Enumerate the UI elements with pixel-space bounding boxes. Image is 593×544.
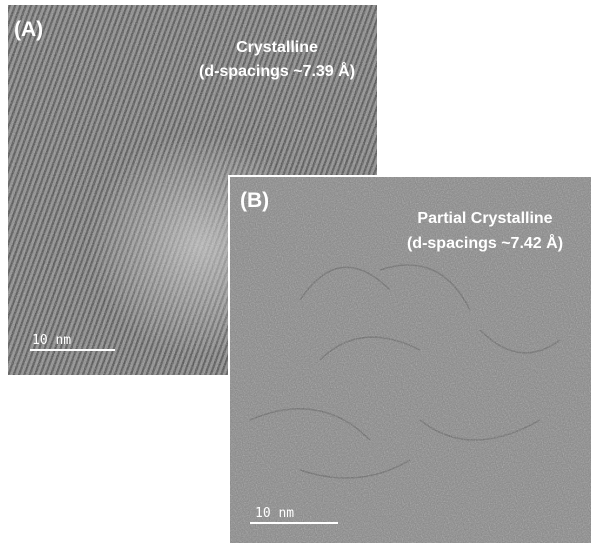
caption-line: Crystalline xyxy=(236,39,318,56)
scale-bar-label: 10 nm xyxy=(32,333,71,348)
caption-line: Partial Crystalline xyxy=(417,210,552,227)
noise xyxy=(230,177,591,543)
panel-label: (B) xyxy=(240,189,269,212)
caption-line: (d-spacings ~7.42 Å) xyxy=(407,233,563,252)
scale-bar-label: 10 nm xyxy=(255,506,294,521)
figure: (A) Crystalline (d-spacings ~7.39 Å) 10 … xyxy=(0,0,593,544)
panel-b: (B) Partial Crystalline (d-spacings ~7.4… xyxy=(228,175,592,543)
caption-line: (d-spacings ~7.39 Å) xyxy=(199,61,355,80)
panel-label: (A) xyxy=(14,18,43,41)
